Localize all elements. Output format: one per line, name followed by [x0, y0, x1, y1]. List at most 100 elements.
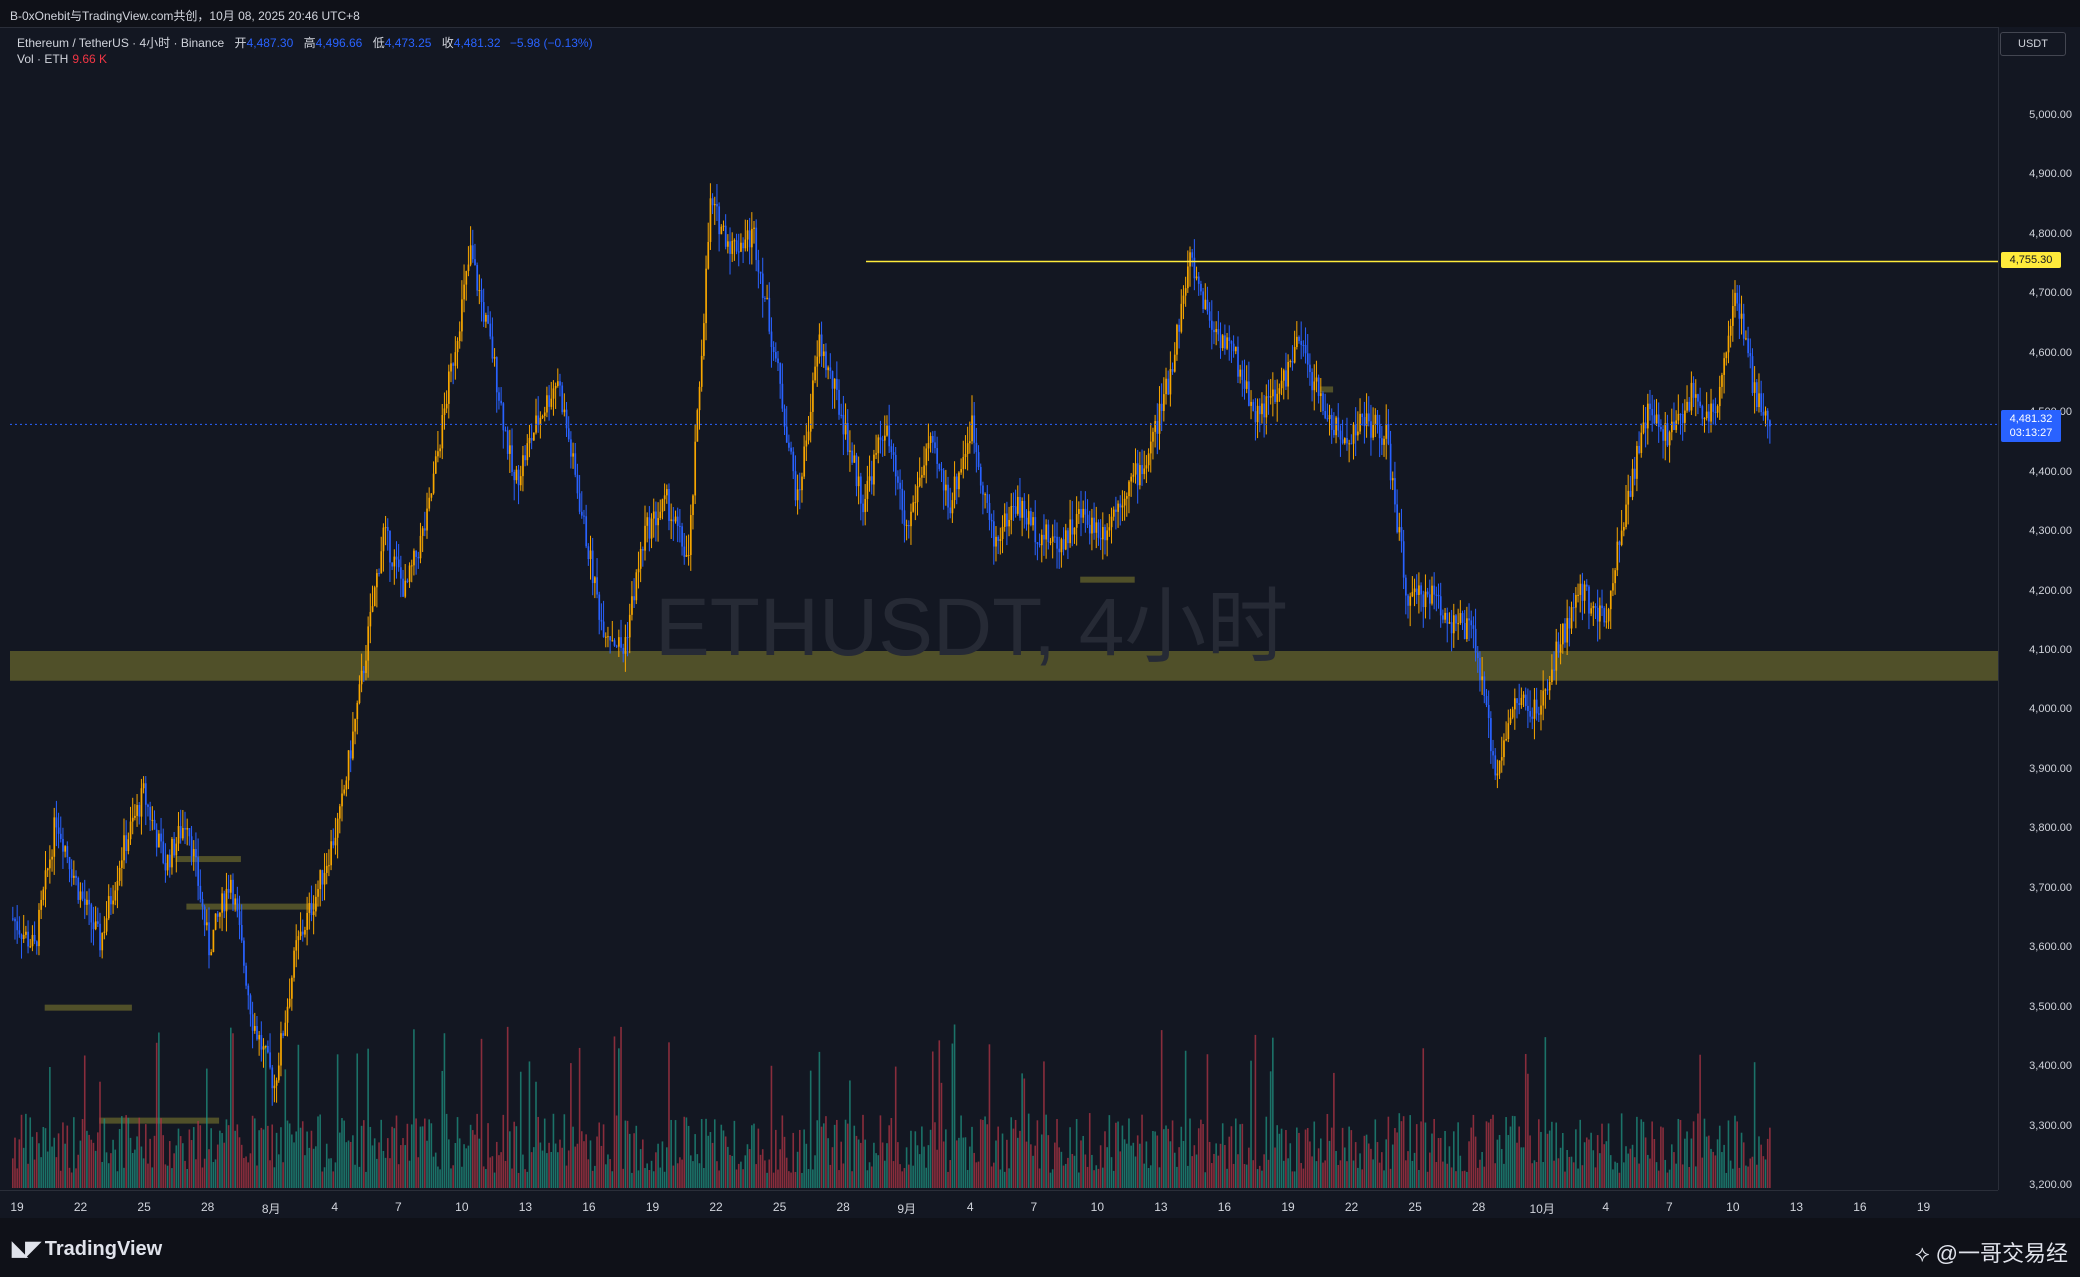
candle-body	[809, 411, 812, 432]
volume-bar	[805, 1143, 808, 1188]
candle-body	[1324, 411, 1327, 419]
volume-bar	[118, 1129, 121, 1188]
volume-bar	[1154, 1131, 1156, 1188]
volume-bar	[1716, 1139, 1719, 1188]
volume-bar	[35, 1132, 38, 1188]
candle-body	[90, 904, 93, 923]
candle-body	[921, 475, 923, 478]
candle-body	[530, 437, 533, 441]
volume-bar	[910, 1130, 912, 1188]
candle-body	[1346, 438, 1348, 444]
time-axis[interactable]: 19 22 25 28 8月 4 7 10 13 16 19 22 25 28 9月 4 7 10 13 16 19 22…	[0, 1190, 1998, 1219]
candle-body	[386, 527, 389, 531]
candle-body	[1655, 414, 1658, 424]
candle-body	[1747, 338, 1749, 354]
candle-body	[1544, 689, 1547, 691]
candle-body	[452, 363, 455, 366]
volume-bar	[1557, 1158, 1560, 1188]
candle-body	[1394, 478, 1396, 505]
volume-bar	[121, 1116, 123, 1188]
price-axis[interactable]	[1998, 27, 2080, 1190]
volume-bar	[1555, 1122, 1558, 1188]
volume-bar	[1132, 1142, 1135, 1188]
tradingview-logo[interactable]: ◣◤ TradingView	[12, 1236, 162, 1261]
volume-bar	[916, 1145, 919, 1188]
volume-bar	[927, 1145, 930, 1188]
volume-bar	[182, 1143, 184, 1188]
currency-button[interactable]: USDT	[2000, 32, 2066, 56]
candle-body	[737, 251, 740, 253]
volume-bar	[683, 1116, 686, 1188]
candle-body	[500, 400, 503, 404]
candle-body	[897, 476, 899, 483]
volume-bar	[921, 1126, 923, 1188]
candle-body	[1585, 584, 1588, 587]
volume-bar	[1688, 1167, 1691, 1188]
volume-bar	[979, 1119, 982, 1188]
candle-body	[698, 386, 701, 411]
volume-bar	[735, 1169, 738, 1188]
volume-bar	[751, 1125, 753, 1188]
candle-body	[1269, 396, 1272, 398]
volume-bar	[607, 1154, 609, 1188]
volume-bar	[206, 1068, 208, 1188]
candle-body	[253, 1026, 256, 1031]
volume-bar	[1095, 1165, 1098, 1188]
candle-body	[655, 511, 657, 526]
candle-body	[1348, 443, 1351, 445]
volume-bar	[1023, 1078, 1026, 1188]
candle-body	[849, 450, 851, 452]
volume-bar	[1638, 1163, 1640, 1188]
volume-bar	[618, 1048, 620, 1188]
high-label: 高	[303, 36, 316, 50]
candle-body	[576, 474, 579, 494]
candle-body	[1361, 413, 1364, 418]
candle-body	[1167, 378, 1170, 395]
candle-body	[1498, 760, 1501, 774]
candle-body	[1304, 345, 1307, 354]
candle-body	[1027, 511, 1030, 525]
volume-bar	[1304, 1129, 1307, 1188]
volume-bar	[267, 1125, 269, 1188]
candle-body	[833, 378, 836, 389]
symbol-label[interactable]: Ethereum / TetherUS · 4小时 · Binance	[17, 36, 225, 50]
candle-body	[958, 472, 960, 490]
candle-body	[1439, 596, 1442, 616]
volume-bar	[441, 1070, 444, 1188]
volume-bar	[842, 1163, 845, 1188]
volume-bar	[402, 1138, 404, 1188]
candle-body	[746, 230, 749, 240]
volume-bar	[1437, 1138, 1440, 1188]
candle-body	[1551, 669, 1553, 683]
volume-bar	[1350, 1130, 1353, 1188]
volume-bar	[964, 1137, 967, 1188]
volume-bar	[1747, 1166, 1749, 1188]
volume-bar	[500, 1152, 502, 1188]
volume-bar	[1749, 1158, 1752, 1188]
candle-body	[705, 268, 707, 324]
price-tick-label: 3,500.00	[2029, 1000, 2072, 1013]
volume-bar	[1476, 1167, 1479, 1188]
candle-body	[1287, 361, 1289, 387]
candle-body	[938, 463, 941, 470]
volume-bar	[596, 1136, 598, 1188]
volume-bar	[1670, 1144, 1673, 1188]
volume-bar	[393, 1128, 396, 1188]
candle-body	[1130, 476, 1133, 482]
volume-bar	[1139, 1143, 1141, 1188]
volume-bar	[319, 1114, 321, 1188]
candle-body	[214, 913, 217, 930]
candle-body	[875, 453, 877, 455]
candle-body	[1252, 401, 1255, 412]
candle-body	[979, 467, 982, 486]
volume-bar	[567, 1150, 570, 1188]
volume-bar	[1548, 1130, 1551, 1188]
volume-bar	[1320, 1138, 1322, 1188]
candle-body	[1461, 613, 1464, 624]
candle-body	[1067, 530, 1069, 544]
volume-bar	[888, 1125, 890, 1188]
candle-body	[1522, 694, 1525, 698]
volume-label[interactable]: Vol · ETH	[17, 52, 69, 66]
volume-bar	[1073, 1155, 1076, 1188]
